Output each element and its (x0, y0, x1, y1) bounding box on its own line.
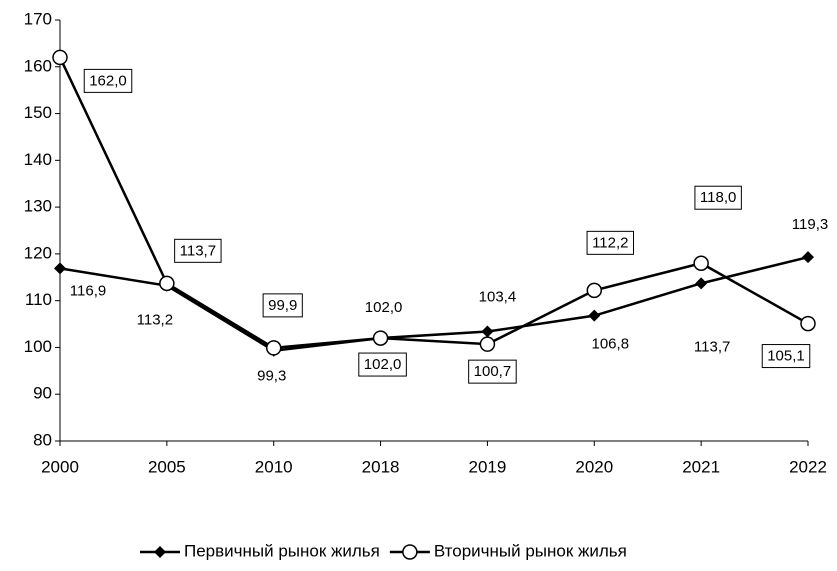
x-tick-label: 2019 (469, 457, 507, 476)
data-label-box (174, 238, 222, 263)
point (802, 251, 814, 264)
point (695, 277, 708, 290)
series-line (58, 56, 809, 350)
point (693, 255, 709, 271)
point (54, 262, 66, 275)
data-label: 113,7 (180, 242, 216, 259)
data-label: 118,0 (700, 189, 736, 206)
data-label: 112,2 (592, 234, 628, 251)
point (586, 282, 603, 299)
y-tick-label: 100 (24, 337, 52, 356)
data-label: 113,7 (694, 338, 730, 355)
data-label: 102,0 (364, 356, 402, 373)
point (159, 275, 175, 292)
data-label: 103,4 (479, 289, 517, 306)
point (52, 49, 68, 66)
x-tick-label: 2005 (148, 457, 186, 476)
data-label: 113,2 (137, 312, 173, 329)
data-label-box (358, 352, 407, 377)
data-label: 162,0 (89, 72, 127, 89)
y-tick-label: 120 (24, 243, 52, 262)
legend-marker (402, 544, 418, 560)
x-tick-label: 2018 (362, 457, 400, 476)
y-tick-label: 170 (24, 9, 52, 28)
y-tick-label: 160 (24, 56, 52, 75)
y-tick-label: 130 (24, 197, 52, 216)
x-tick-label: 2010 (255, 457, 293, 476)
point (481, 325, 494, 338)
y-tick-label: 110 (25, 290, 52, 309)
x-tick-label: 2000 (41, 457, 79, 476)
legend-label: Вторичный рынок жилья (434, 541, 627, 560)
y-tick-label: 80 (33, 430, 52, 449)
data-label: 119,3 (792, 216, 828, 233)
data-label: 99,9 (268, 297, 297, 314)
x-tick-label: 2021 (682, 457, 720, 476)
data-label: 116,9 (70, 282, 106, 299)
data-label-box (586, 230, 635, 255)
data-label: 100,7 (474, 363, 512, 380)
data-label: 106,8 (592, 336, 630, 353)
data-label-box (694, 185, 742, 210)
data-label-box (468, 359, 517, 384)
y-tick-label: 140 (24, 150, 52, 169)
x-tick-label: 2020 (575, 457, 613, 476)
x-tick-label: 2022 (789, 457, 827, 476)
data-label-box (262, 293, 303, 318)
series-line (59, 255, 809, 353)
point (265, 340, 282, 356)
data-label-box (83, 68, 133, 93)
data-label: 105,1 (767, 348, 805, 365)
data-label: 99,3 (257, 368, 286, 385)
point (800, 315, 816, 332)
data-label-box (761, 344, 811, 369)
point (588, 309, 601, 322)
point (372, 330, 389, 346)
legend-marker (154, 546, 166, 558)
legend-label: Первичный рынок жилья (184, 541, 380, 560)
point (479, 336, 496, 352)
data-label: 102,0 (365, 299, 403, 316)
y-tick-label: 150 (24, 103, 52, 122)
y-tick-label: 90 (33, 384, 52, 403)
